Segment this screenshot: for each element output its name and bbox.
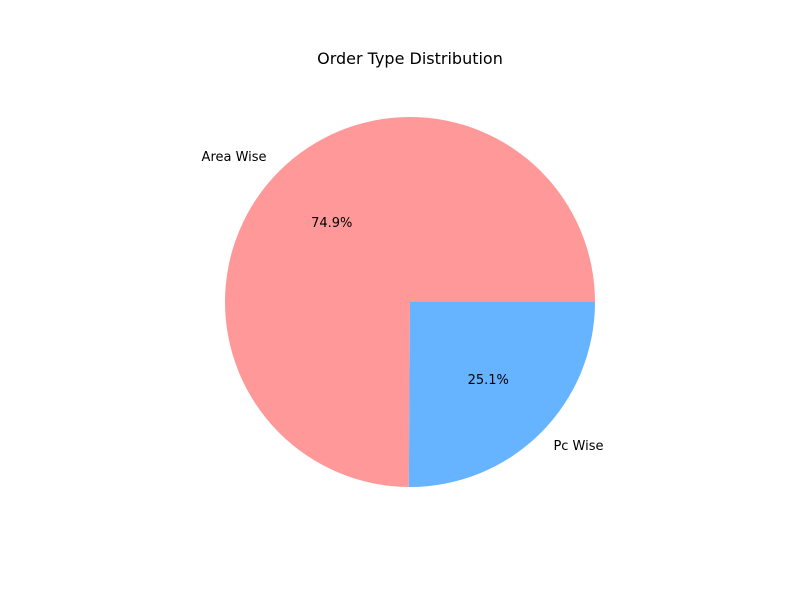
slice-label: Area Wise [202, 150, 267, 165]
pie-slices [225, 116, 596, 487]
pie-slice-area-wise [225, 116, 596, 487]
chart-title: Order Type Distribution [317, 49, 503, 68]
slice-label: Pc Wise [553, 439, 603, 454]
pie-labels: Area Wise 74.9% Pc Wise 25.1% [202, 150, 604, 454]
slice-percentage-label: 25.1% [468, 373, 509, 388]
pie-slice-pc-wise [408, 302, 595, 487]
slice-percentage-label: 74.9% [311, 216, 352, 231]
